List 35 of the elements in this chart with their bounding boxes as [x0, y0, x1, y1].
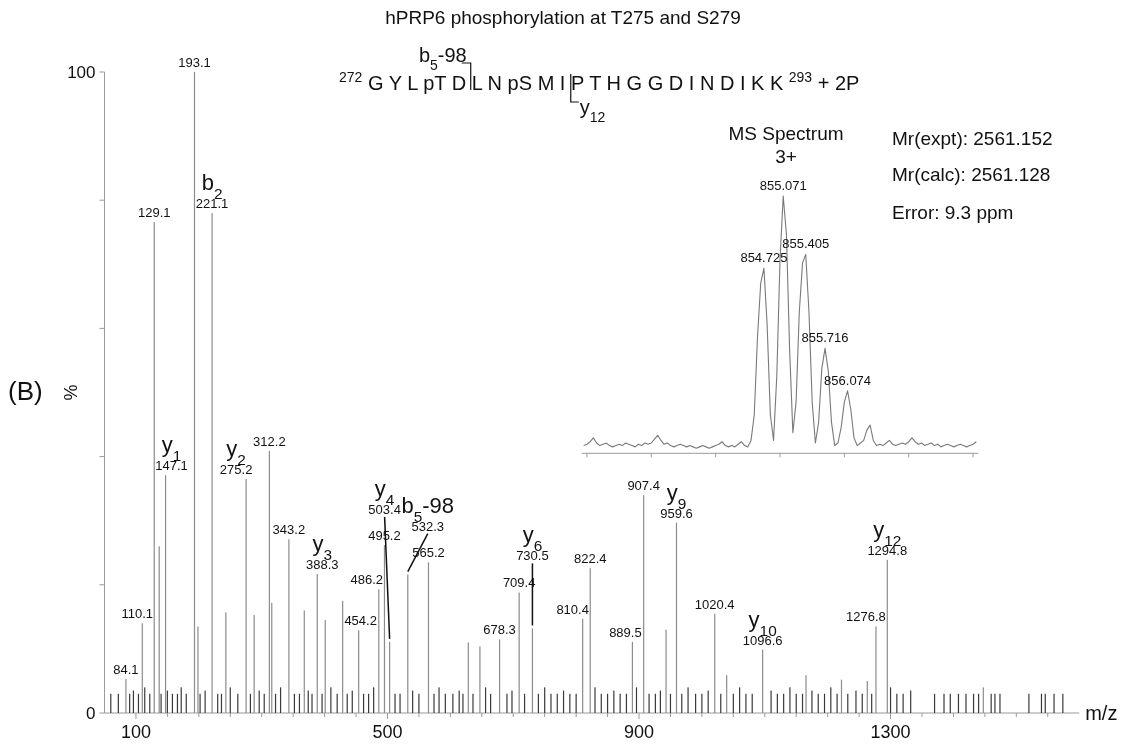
annotation: 810.4	[556, 601, 589, 617]
annotation: 678.3	[483, 622, 516, 638]
annotation: 454.2	[344, 613, 377, 629]
text: (B)	[8, 376, 43, 406]
annotation: 1020.4	[694, 596, 735, 612]
y-tick-label: 0	[86, 704, 96, 723]
annotation: y$_{12}$	[579, 96, 606, 125]
annotation: 312.2	[253, 433, 286, 449]
x-tick-label: 500	[372, 722, 403, 742]
annotation: Mr(expt): 2561.152	[892, 128, 1053, 149]
annotation: 343.2	[272, 522, 306, 538]
annotation: 110.1	[121, 606, 154, 622]
annotation: 84.1	[113, 662, 139, 678]
chart-subtitle: 3+	[775, 146, 797, 167]
annotation: Error: 9.3 ppm	[892, 202, 1014, 223]
x-tick-label: 1300	[870, 722, 911, 742]
x-tick-label: 900	[623, 722, 655, 742]
annotation: 486.2	[350, 572, 384, 588]
annotation: 855.716	[801, 330, 849, 346]
annotation: 193.1	[178, 55, 211, 70]
annotation: 854.725	[740, 250, 788, 266]
x-axis-title: m/z	[1085, 702, 1118, 724]
chart-title: MS Spectrum	[728, 123, 844, 144]
annotation: 855.405	[782, 236, 830, 252]
annotation: 855.071	[759, 178, 807, 193]
annotation: 889.5	[609, 624, 642, 640]
annotation: 822.4	[573, 551, 607, 567]
annotation: 856.074	[824, 372, 872, 388]
annotation: Mr(calc): 2561.128	[892, 164, 1051, 185]
x-tick-label: 100	[120, 722, 151, 742]
y-axis-title: %	[60, 384, 81, 401]
annotation: 129.1	[137, 204, 171, 220]
chart-title: hPRP6 phosphorylation at T275 and S279	[385, 7, 741, 28]
annotation: 1276.8	[846, 609, 886, 625]
annotation: 907.4	[627, 478, 660, 494]
